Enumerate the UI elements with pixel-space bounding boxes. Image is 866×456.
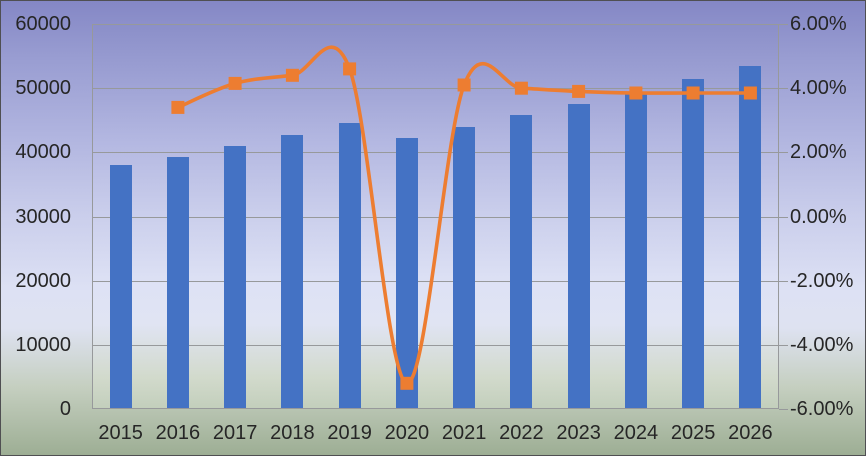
left-axis-tick-label: 20000: [15, 269, 71, 292]
bar-2022: [510, 115, 533, 408]
bar-2021: [453, 126, 476, 408]
bar-2025: [682, 78, 705, 408]
bar-2020: [395, 137, 418, 408]
right-axis-tick-label: 6.00%: [790, 13, 847, 35]
gridline: [92, 88, 779, 90]
left-axis-tick-label: 40000: [15, 141, 71, 164]
bar-2023: [567, 104, 590, 408]
bar-2026: [739, 66, 762, 408]
bar-2019: [338, 122, 361, 408]
right-axis-tick: [779, 216, 788, 218]
gridline: [92, 280, 779, 282]
gridline: [92, 152, 779, 154]
bar-2016: [166, 156, 189, 408]
x-axis-label-2015: 2015: [98, 422, 143, 444]
x-axis-label-2018: 2018: [270, 422, 315, 444]
x-axis-label-2019: 2019: [327, 422, 372, 444]
gridline: [92, 344, 779, 346]
gridline: [92, 216, 779, 218]
right-axis-tick: [779, 280, 788, 282]
left-axis-tick-label: 30000: [15, 205, 71, 228]
x-axis-label-2020: 2020: [384, 422, 430, 444]
x-axis-label-2023: 2023: [556, 422, 601, 444]
x-axis-label-2017: 2017: [212, 422, 258, 444]
x-axis-label-2022: 2022: [499, 422, 544, 444]
right-axis-tick-label: -6.00%: [790, 398, 854, 420]
right-axis-tick-label: 4.00%: [790, 77, 847, 100]
x-axis-label-2016: 2016: [155, 422, 201, 444]
right-axis-tick-label: 0.00%: [790, 205, 847, 228]
bar-2018: [281, 135, 304, 408]
x-axis-label-2024: 2024: [613, 422, 659, 444]
bar-2024: [624, 92, 647, 408]
left-axis-tick-label: 50000: [15, 77, 71, 100]
bar-2015: [109, 165, 132, 408]
left-axis-tick-label: 60000: [15, 13, 71, 35]
x-axis-label-2026: 2026: [728, 422, 773, 444]
right-axis-tick: [779, 409, 788, 410]
bar-2017: [224, 145, 247, 408]
right-axis-tick-label: -4.00%: [790, 333, 854, 356]
x-axis-label-2021: 2021: [441, 422, 487, 444]
x-axis-label-2025: 2025: [670, 422, 716, 444]
right-axis-tick: [779, 344, 788, 346]
left-axis-tick-label: 0: [59, 398, 71, 420]
right-axis-tick: [779, 88, 788, 90]
right-axis-tick-label: -2.00%: [790, 269, 854, 292]
right-axis-tick-label: 2.00%: [790, 141, 847, 164]
right-axis-tick: [779, 24, 788, 25]
right-axis-tick: [779, 152, 788, 154]
left-axis-tick-label: 10000: [15, 333, 71, 356]
